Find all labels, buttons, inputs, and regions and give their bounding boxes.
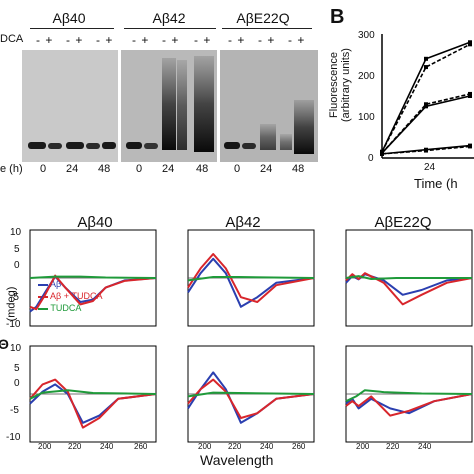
fluorescence-point (468, 144, 472, 149)
header-underline (222, 28, 312, 29)
sign-label: - + (194, 33, 212, 47)
sign-label: - + (288, 33, 306, 47)
blot-header-ab42: Aβ42 (152, 10, 186, 26)
cd-ytick: -10 (6, 432, 21, 443)
y-tick-label: 100 (358, 112, 375, 123)
fluorescence-chart (380, 34, 474, 159)
fluorescence-point (424, 148, 428, 153)
cd-xtick: 220 (68, 442, 82, 451)
cd-xtick: 220 (228, 442, 242, 451)
cd-ytick: -10 (6, 319, 21, 330)
cd-xtick: 220 (386, 442, 400, 451)
cd-title-ab42: Aβ42 (225, 214, 261, 231)
sign-label: - + (228, 33, 246, 47)
cd-spectrum-curve (187, 391, 315, 398)
cd-spectrum-curve (187, 253, 315, 303)
y-tick-label: 200 (358, 71, 375, 82)
cd-ytick: 0 (14, 378, 20, 389)
y-tick-label: 0 (368, 153, 374, 164)
blot-header-ab40: Aβ40 (52, 10, 86, 26)
cd-ytick: 5 (14, 363, 20, 374)
cd-xtick: 240 (100, 442, 114, 451)
legend-item-ab: Aβ (38, 278, 102, 290)
ylabel-line1: Fluorescence (328, 51, 340, 119)
fluorescence-point (424, 65, 428, 70)
time-label: 24 (66, 163, 79, 175)
ylabel-line2: (arbitrary units) (340, 48, 352, 122)
sign-label: - + (36, 33, 54, 47)
fluorescence-point (468, 42, 472, 47)
sign-label: - + (96, 33, 114, 47)
cd-ytick: 10 (10, 343, 22, 354)
cd-xtick: 240 (260, 442, 274, 451)
cd-spectrum-curve (187, 378, 315, 419)
sign-label: - + (132, 33, 150, 47)
time-label: 0 (40, 163, 47, 175)
cd-spectrum-curve (29, 275, 157, 313)
fluorescence-point (424, 104, 428, 109)
sign-label: - + (258, 33, 276, 47)
panel-b-letter: B (330, 6, 345, 28)
time-label: 48 (196, 163, 209, 175)
fluorescence-point (468, 94, 472, 98)
sign-label: - + (66, 33, 84, 47)
fluorescence-series-line (381, 43, 471, 153)
fluorescence-point (424, 56, 428, 61)
time-label: 48 (292, 163, 305, 175)
fluorescence-series-line (381, 93, 471, 154)
cd-ytick: 10 (10, 227, 22, 238)
cd-ytick: 5 (14, 244, 20, 255)
panel-b-xlabel: Time (h (414, 176, 458, 191)
cd-xtick: 200 (198, 442, 212, 451)
cd-xlabel: Wavelength (200, 452, 274, 468)
time-label: 48 (98, 163, 111, 175)
cd-spectrum-curve (29, 275, 157, 279)
blot-header-abe22q: AβE22Q (236, 10, 290, 26)
cd-spectrum-curve (29, 274, 157, 311)
time-label: 24 (260, 163, 273, 175)
cd-spectrum-curve (29, 378, 157, 429)
cd-ytick: 0 (14, 260, 20, 271)
cd-xtick: 240 (418, 442, 432, 451)
cd-xtick: 260 (134, 442, 148, 451)
cd-xtick: 260 (292, 442, 306, 451)
y-tick-label: 300 (358, 30, 375, 41)
fluorescence-point (380, 151, 384, 156)
time-label: 24 (162, 163, 175, 175)
cd-ytick: -5 (10, 292, 19, 303)
cd-ylabel-letter: Θ (0, 336, 9, 352)
cd-spectrum-curve (345, 393, 473, 417)
time-label: 0 (136, 163, 143, 175)
fluorescence-point (468, 91, 472, 96)
cd-title-abe22q: AβE22Q (374, 214, 432, 231)
cd-spectrum-curve (187, 257, 315, 308)
cd-spectrum-curve (29, 389, 157, 400)
fluorescence-point (424, 102, 428, 107)
time-row-label: e (h) (0, 163, 23, 175)
cd-spectrum-curve (345, 275, 472, 280)
cd-xtick: 200 (356, 442, 370, 451)
header-underline (124, 28, 216, 29)
cd-title-ab40: Aβ40 (77, 214, 113, 231)
tudca-row-label: DCA (0, 33, 24, 45)
sign-label: - + (162, 33, 180, 47)
header-underline (30, 28, 114, 29)
cd-spectra-plots (29, 229, 473, 443)
cd-spectrum-curve (29, 383, 157, 424)
cd-xtick: 200 (38, 442, 52, 451)
cd-ytick: -5 (10, 405, 19, 416)
panel-b-ylabel: Fluorescence (arbitrary units) (328, 30, 352, 140)
fluorescence-point (468, 40, 472, 45)
cd-spectrum-curve (187, 276, 315, 282)
time-label: 0 (234, 163, 241, 175)
x-tick-label: 24 (424, 162, 436, 173)
cd-spectrum-curve (345, 389, 473, 403)
legend-item-tudca: TUDCA (38, 302, 102, 314)
western-blot-image (22, 50, 318, 162)
